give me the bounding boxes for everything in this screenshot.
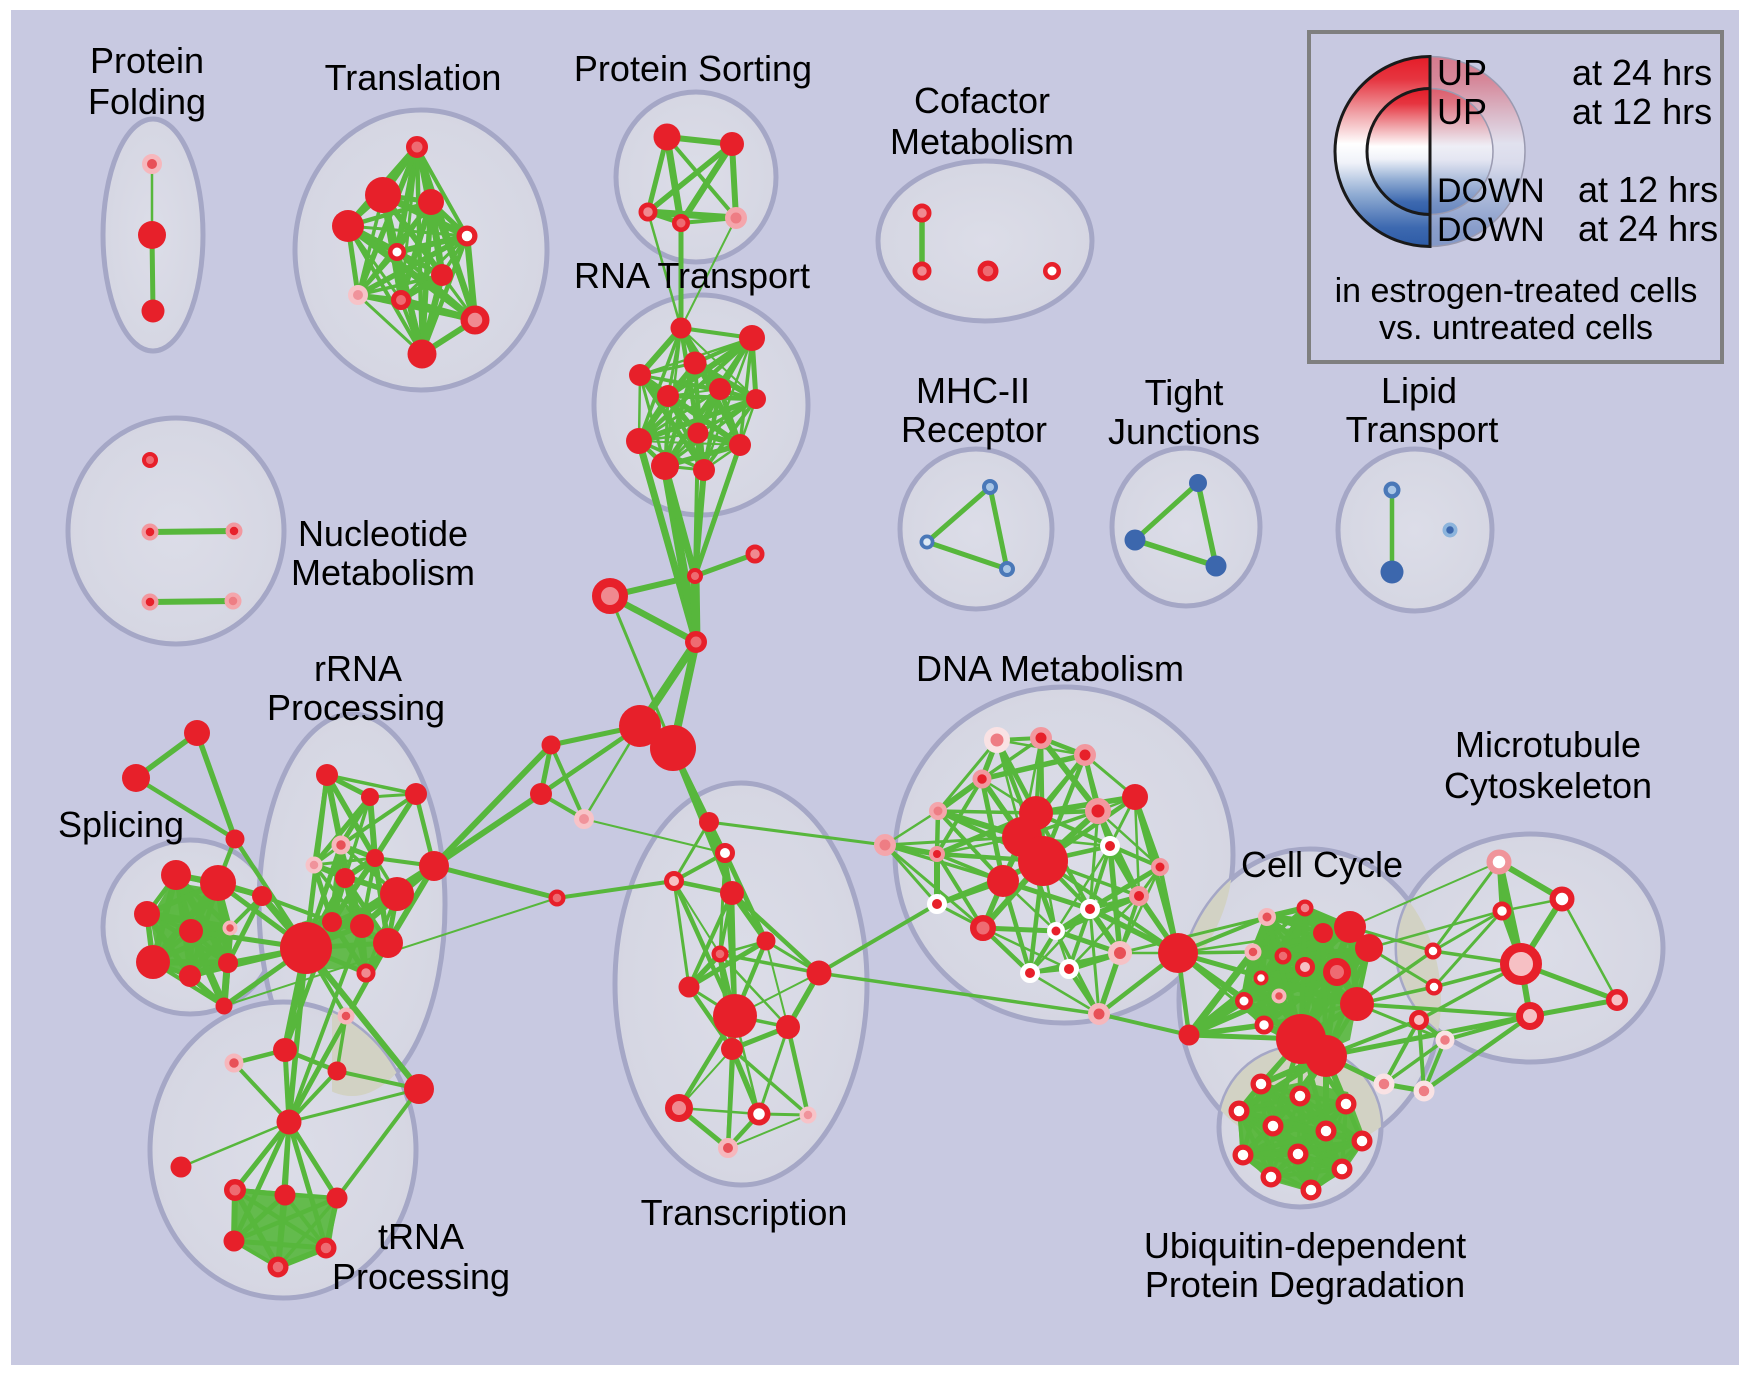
svg-text:in estrogen-treated cells: in estrogen-treated cells bbox=[1335, 272, 1698, 310]
svg-text:Lipid: Lipid bbox=[1381, 370, 1457, 411]
svg-text:Nucleotide: Nucleotide bbox=[298, 513, 468, 554]
svg-text:DOWN: DOWN bbox=[1437, 211, 1545, 249]
svg-text:Folding: Folding bbox=[88, 81, 206, 122]
svg-text:Junctions: Junctions bbox=[1108, 411, 1260, 452]
svg-text:Receptor: Receptor bbox=[901, 409, 1047, 450]
svg-text:Protein: Protein bbox=[90, 40, 204, 81]
svg-text:Splicing: Splicing bbox=[58, 804, 184, 845]
svg-text:RNA Transport: RNA Transport bbox=[574, 255, 810, 296]
svg-text:UP: UP bbox=[1437, 52, 1487, 93]
svg-text:at 12 hrs: at 12 hrs bbox=[1578, 169, 1718, 210]
svg-text:Tight: Tight bbox=[1145, 372, 1224, 413]
svg-text:UP: UP bbox=[1437, 91, 1487, 132]
svg-text:vs. untreated cells: vs. untreated cells bbox=[1379, 309, 1653, 347]
svg-text:Metabolism: Metabolism bbox=[291, 552, 475, 593]
svg-text:Metabolism: Metabolism bbox=[890, 121, 1074, 162]
svg-text:Cell Cycle: Cell Cycle bbox=[1241, 844, 1403, 885]
svg-text:at 24 hrs: at 24 hrs bbox=[1572, 52, 1712, 93]
svg-text:DOWN: DOWN bbox=[1437, 172, 1545, 210]
svg-text:Ubiquitin-dependent: Ubiquitin-dependent bbox=[1144, 1225, 1466, 1266]
svg-text:rRNA: rRNA bbox=[314, 648, 402, 689]
svg-text:Cytoskeleton: Cytoskeleton bbox=[1444, 765, 1652, 806]
svg-text:tRNA: tRNA bbox=[378, 1216, 464, 1257]
svg-text:Transcription: Transcription bbox=[641, 1192, 848, 1233]
svg-text:Processing: Processing bbox=[332, 1256, 510, 1297]
svg-text:Transport: Transport bbox=[1346, 409, 1499, 450]
svg-text:at 12 hrs: at 12 hrs bbox=[1572, 91, 1712, 132]
svg-text:Cofactor: Cofactor bbox=[914, 80, 1050, 121]
svg-text:Translation: Translation bbox=[325, 57, 502, 98]
svg-text:Protein Degradation: Protein Degradation bbox=[1145, 1264, 1465, 1305]
svg-text:DNA Metabolism: DNA Metabolism bbox=[916, 648, 1184, 689]
svg-text:at 24 hrs: at 24 hrs bbox=[1578, 208, 1718, 249]
svg-text:Processing: Processing bbox=[267, 687, 445, 728]
svg-text:Protein Sorting: Protein Sorting bbox=[574, 48, 812, 89]
svg-text:Microtubule: Microtubule bbox=[1455, 724, 1641, 765]
svg-text:MHC-II: MHC-II bbox=[916, 370, 1030, 411]
